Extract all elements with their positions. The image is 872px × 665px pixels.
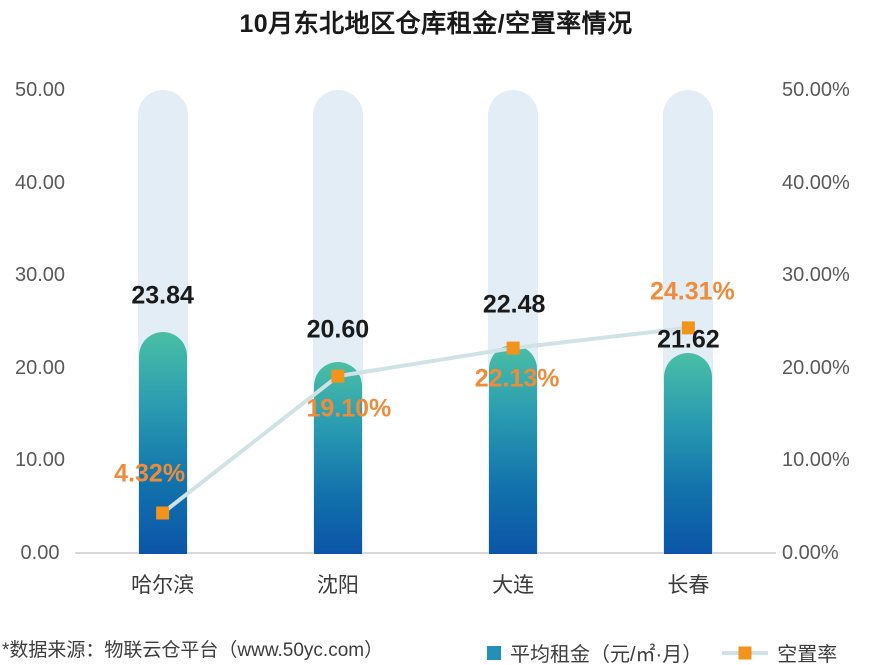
category-label: 长春: [667, 574, 710, 597]
vacancy-line-icon: [722, 646, 769, 659]
right-axis-tick: 30.00%: [782, 264, 850, 287]
left-axis-tick: 0.00: [20, 542, 60, 564]
right-axis-tick: 0.00%: [782, 542, 839, 564]
right-axis-tick: 20.00%: [782, 356, 850, 379]
vacancy-value-label: 19.10%: [306, 394, 392, 423]
vacancy-line: [161, 325, 689, 515]
vacancy-value-label: 4.32%: [114, 459, 186, 488]
vacancy-marker: [331, 369, 345, 383]
rent-bar: [313, 362, 362, 554]
left-axis-tick: 30.00: [14, 264, 66, 287]
rent-value-label: 23.84: [131, 281, 194, 310]
rent-bar: [664, 352, 713, 554]
category-label: 哈尔滨: [131, 574, 195, 597]
chart-title: 10月东北地区仓库租金/空置率情况: [239, 10, 633, 38]
vacancy-marker: [506, 341, 520, 355]
left-axis-tick: 10.00: [14, 449, 66, 472]
vacancy-marker-icon: [738, 646, 752, 659]
legend-vacancy-label: 空置率: [777, 644, 838, 665]
legend-item-vacancy: 空置率: [722, 638, 837, 665]
right-axis-tick: 10.00%: [782, 449, 850, 472]
left-axis-tick: 20.00: [14, 356, 66, 379]
rent-value-label: 21.62: [657, 325, 720, 354]
rent-value-label: 22.48: [482, 290, 546, 319]
right-axis-tick: 50.00%: [782, 79, 850, 101]
legend-rent-label: 平均租金（元/㎡·月）: [510, 644, 703, 665]
rent-swatch-icon: [487, 645, 501, 660]
vacancy-value-label: 22.13%: [474, 364, 560, 393]
left-axis-tick: 40.00: [14, 171, 66, 194]
legend-item-rent: 平均租金（元/㎡·月）: [487, 638, 702, 665]
vacancy-marker: [681, 321, 695, 335]
left-axis-tick: 50.00: [14, 79, 66, 101]
rent-bar: [489, 344, 538, 554]
category-label: 大连: [492, 574, 535, 597]
vacancy-marker: [156, 506, 170, 520]
legend: 平均租金（元/㎡·月） 空置率: [487, 638, 837, 665]
vacancy-value-label: 24.31%: [649, 277, 735, 306]
data-source-footer: *数据来源：物联云仓平台（www.50yc.com）: [2, 640, 384, 661]
x-axis-line: [75, 552, 776, 554]
rent-value-label: 20.60: [306, 315, 370, 344]
right-axis-tick: 40.00%: [782, 171, 850, 194]
category-label: 沈阳: [316, 574, 359, 597]
